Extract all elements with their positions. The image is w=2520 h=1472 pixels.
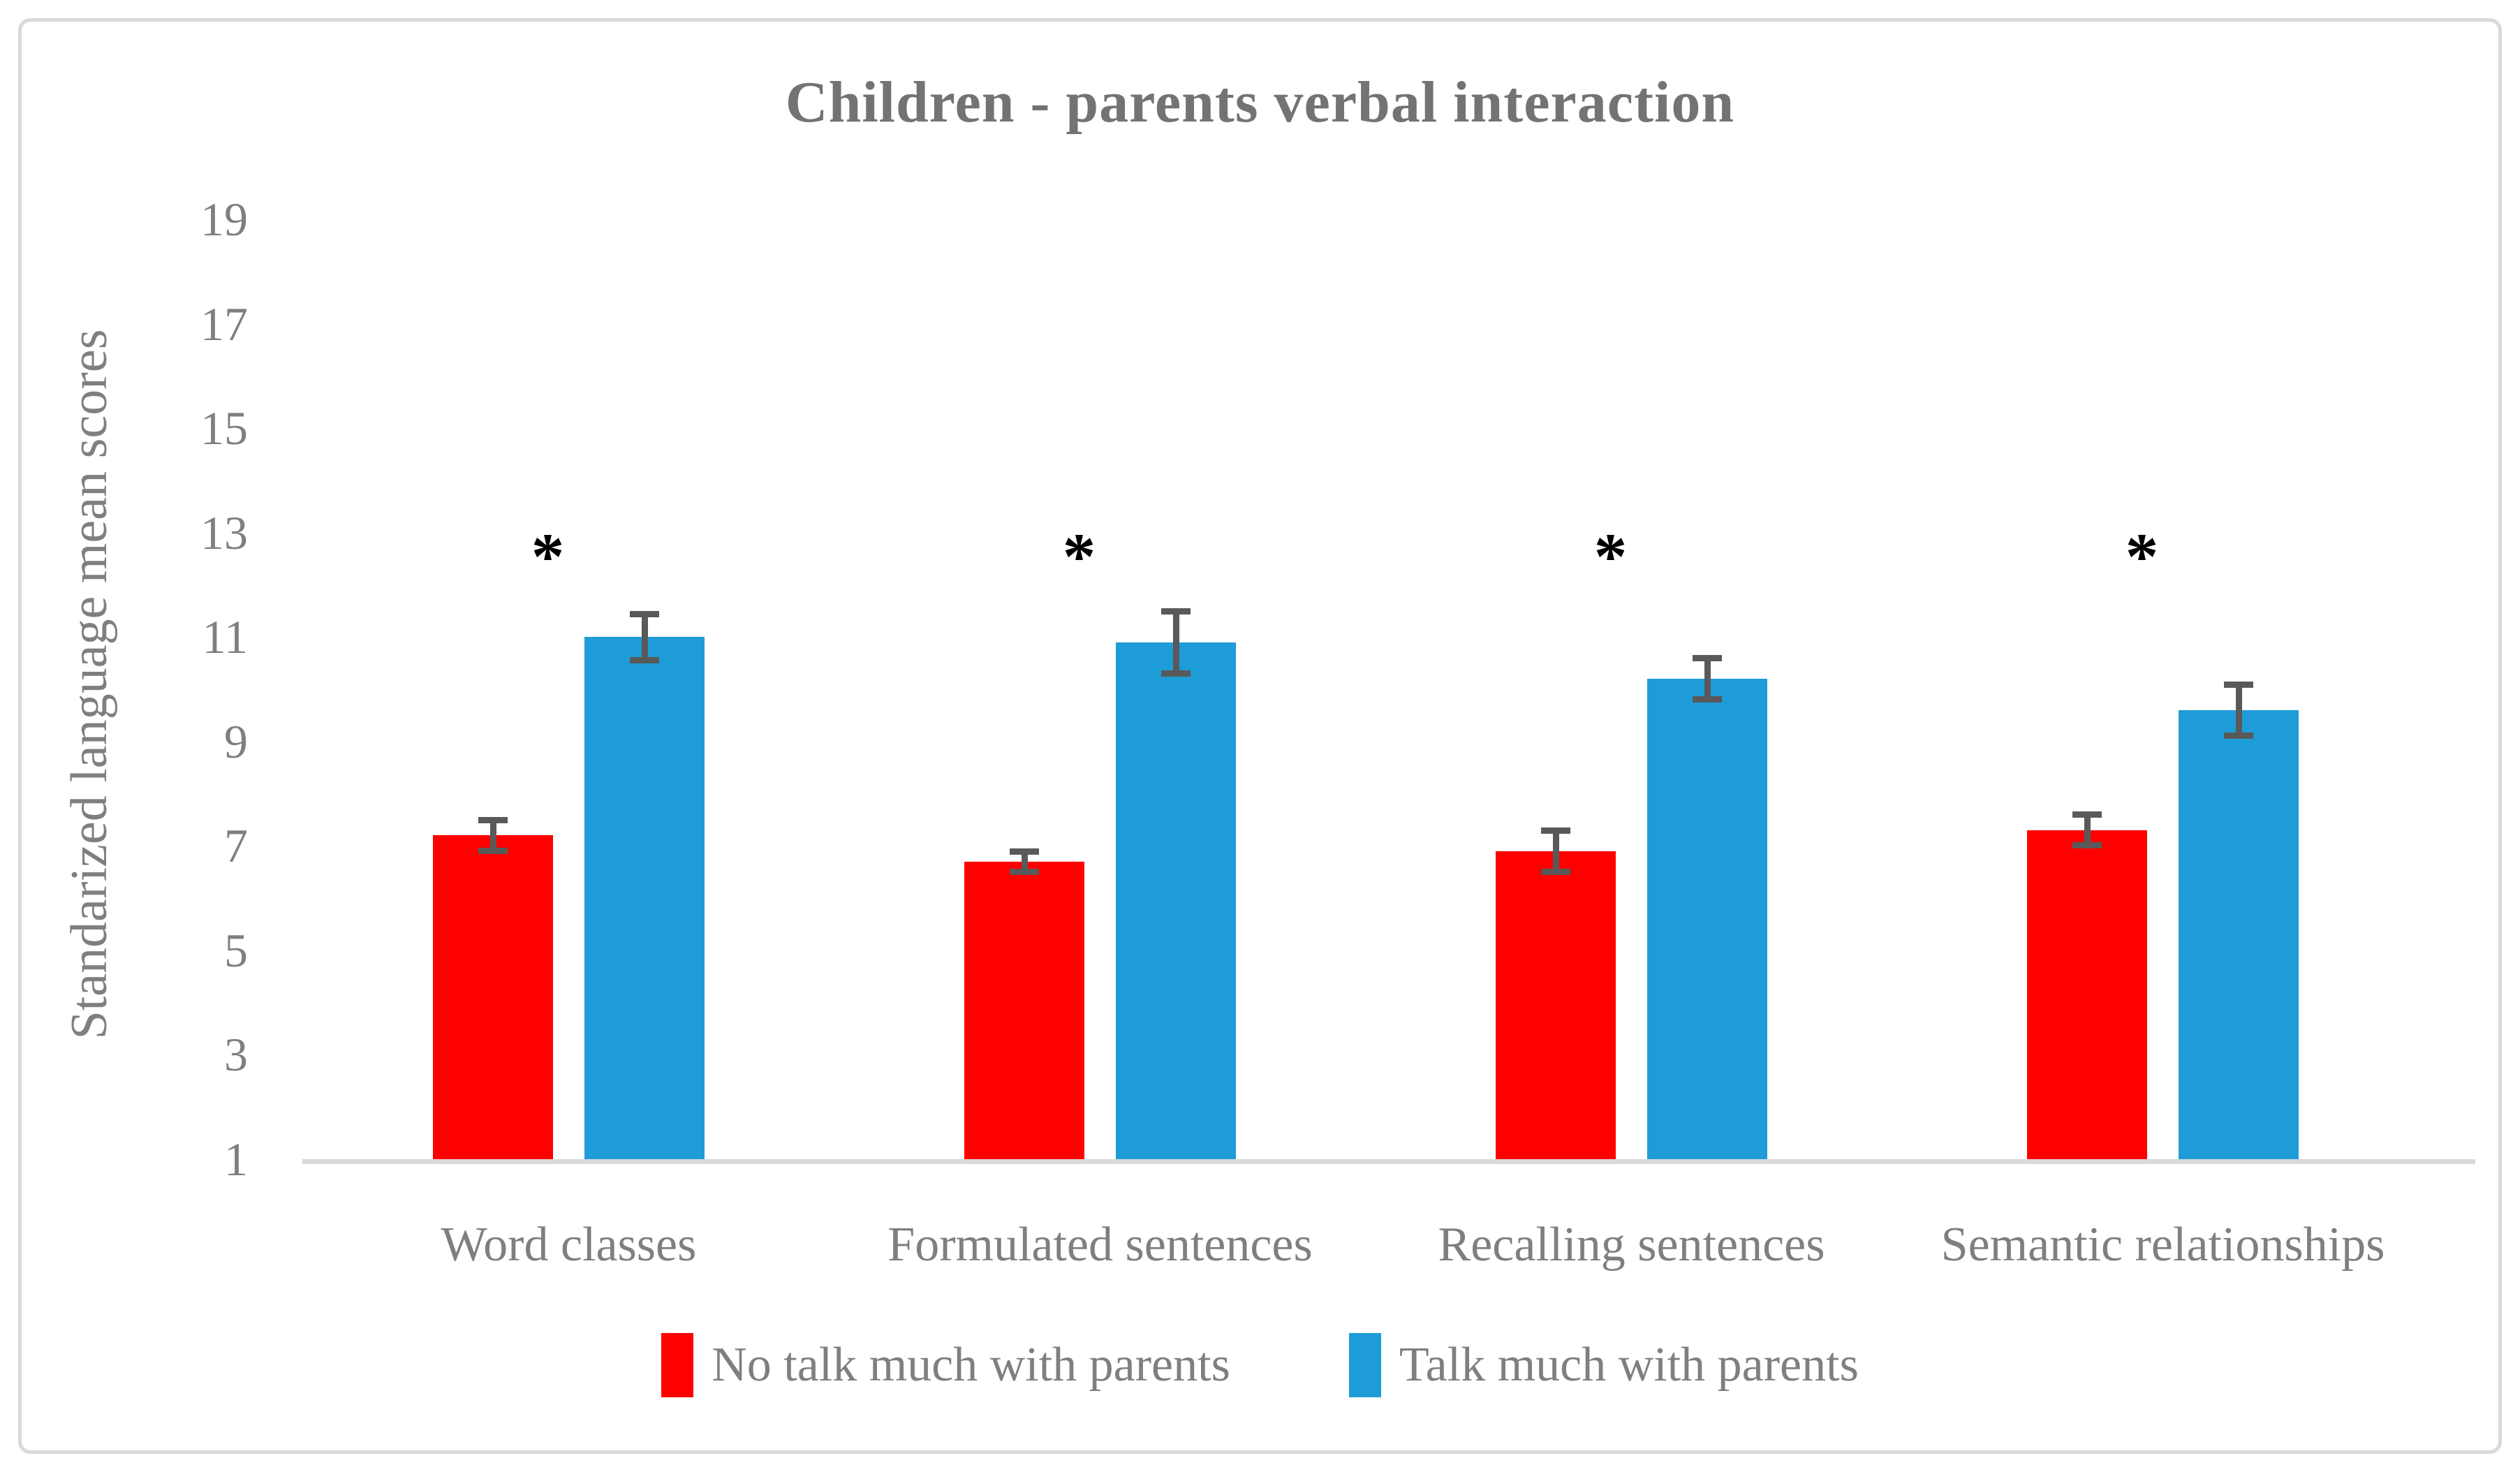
bar-no-talk-much-with-parents-semantic-relationships bbox=[2027, 830, 2147, 1159]
error-bar-no-talk-much-with-parents-semantic-relationships bbox=[2084, 814, 2091, 846]
y-tick-label-19: 19 bbox=[200, 192, 248, 246]
error-bar-top-cap bbox=[1693, 655, 1722, 662]
error-bar-talk-much-with-parents-formulated-sentences bbox=[1172, 610, 1179, 674]
legend-item-talk-much-with-parents: Talk much with parents bbox=[1348, 1330, 1859, 1400]
error-bar-bottom-cap bbox=[1693, 695, 1722, 702]
error-bar-no-talk-much-with-parents-word-classes bbox=[489, 819, 496, 851]
error-bar-bottom-cap bbox=[1161, 670, 1191, 677]
legend-label-talk-much-with-parents: Talk much with parents bbox=[1399, 1338, 1859, 1392]
error-bar-bottom-cap bbox=[630, 656, 659, 663]
error-bar-top-cap bbox=[1161, 608, 1191, 614]
y-tick-label-13: 13 bbox=[200, 506, 248, 559]
category-label-semantic-relationships: Semantic relationships bbox=[1940, 1218, 2385, 1272]
significance-star-word-classes: * bbox=[531, 520, 565, 594]
error-bar-no-talk-much-with-parents-formulated-sentences bbox=[1021, 851, 1028, 872]
bar-no-talk-much-with-parents-formulated-sentences bbox=[964, 861, 1084, 1159]
category-label-recalling-sentences: Recalling sentences bbox=[1438, 1218, 1825, 1272]
legend-item-no-talk-much-with-parents: No talk much with parents bbox=[661, 1330, 1230, 1400]
legend-swatch-no-talk-much-with-parents bbox=[661, 1333, 694, 1397]
error-bar-top-cap bbox=[1541, 827, 1570, 834]
significance-star-formulated-sentences: * bbox=[1062, 520, 1096, 594]
error-bar-bottom-cap bbox=[2072, 842, 2102, 849]
significance-star-semantic-relationships: * bbox=[2125, 520, 2159, 594]
legend-label-no-talk-much-with-parents: No talk much with parents bbox=[712, 1338, 1230, 1392]
error-bar-top-cap bbox=[1010, 848, 1039, 855]
category-label-word-classes: Word classes bbox=[441, 1218, 697, 1272]
bar-no-talk-much-with-parents-word-classes bbox=[433, 835, 553, 1159]
bar-talk-much-with-parents-formulated-sentences bbox=[1116, 642, 1236, 1159]
bar-talk-much-with-parents-recalling-sentences bbox=[1647, 679, 1767, 1159]
bar-talk-much-with-parents-word-classes bbox=[584, 637, 705, 1159]
error-bar-talk-much-with-parents-word-classes bbox=[641, 613, 648, 661]
error-bar-no-talk-much-with-parents-recalling-sentences bbox=[1552, 830, 1559, 872]
y-tick-label-1: 1 bbox=[224, 1133, 248, 1186]
y-axis-tick-labels: 19 17 15 13 11 9 7 5 3 1 bbox=[0, 0, 248, 1472]
error-bar-talk-much-with-parents-semantic-relationships bbox=[2235, 684, 2242, 737]
error-bar-bottom-cap bbox=[1010, 868, 1039, 875]
category-label-formulated-sentences: Formulated sentences bbox=[887, 1218, 1313, 1272]
error-bar-bottom-cap bbox=[1541, 868, 1570, 875]
error-bar-talk-much-with-parents-recalling-sentences bbox=[1704, 658, 1711, 700]
bar-no-talk-much-with-parents-recalling-sentences bbox=[1496, 851, 1616, 1159]
error-bar-top-cap bbox=[630, 610, 659, 617]
y-tick-label-9: 9 bbox=[224, 714, 248, 768]
figure-border bbox=[18, 18, 2502, 1454]
error-bar-bottom-cap bbox=[478, 847, 508, 854]
y-tick-label-11: 11 bbox=[202, 610, 248, 664]
y-tick-label-5: 5 bbox=[224, 923, 248, 977]
legend: No talk much with parents Talk much with … bbox=[0, 1323, 2520, 1407]
bar-talk-much-with-parents-semantic-relationships bbox=[2179, 709, 2299, 1159]
y-tick-label-15: 15 bbox=[200, 402, 248, 455]
error-bar-top-cap bbox=[2224, 681, 2253, 688]
y-tick-label-17: 17 bbox=[200, 297, 248, 351]
error-bar-top-cap bbox=[2072, 811, 2102, 818]
significance-star-recalling-sentences: * bbox=[1593, 520, 1628, 594]
error-bar-top-cap bbox=[478, 816, 508, 823]
x-axis-line bbox=[302, 1159, 2475, 1164]
y-tick-label-3: 3 bbox=[224, 1028, 248, 1082]
error-bar-bottom-cap bbox=[2224, 733, 2253, 739]
chart-title: Children - parents verbal interaction bbox=[785, 70, 1735, 135]
legend-swatch-talk-much-with-parents bbox=[1348, 1333, 1381, 1397]
y-tick-label-7: 7 bbox=[224, 819, 248, 873]
